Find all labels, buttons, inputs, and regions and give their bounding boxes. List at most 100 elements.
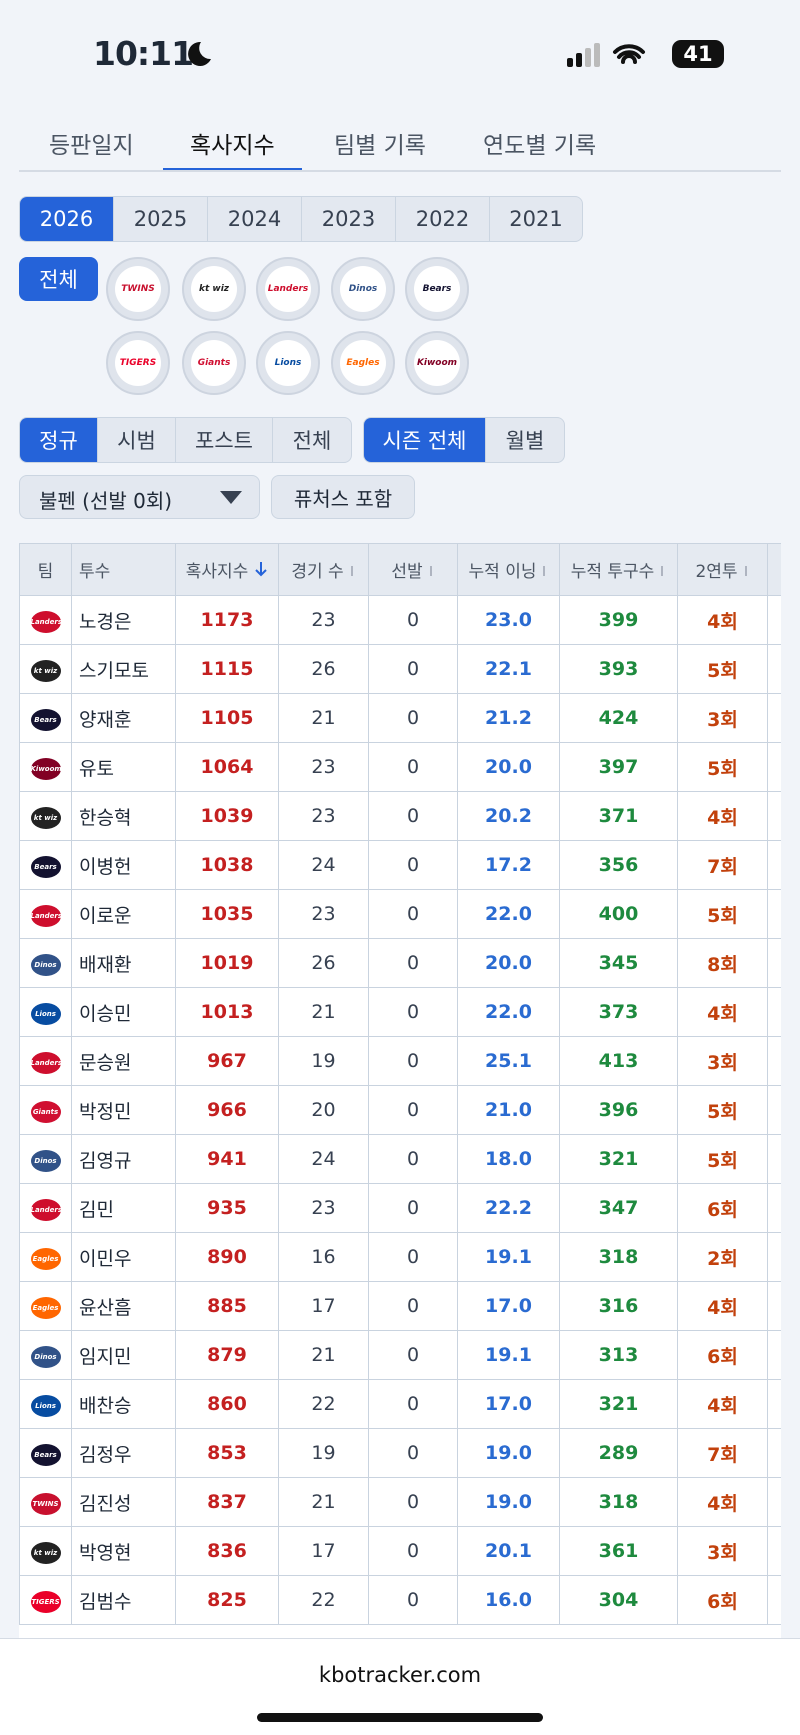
cell-truncated: [767, 1281, 781, 1331]
cell-value: 24: [311, 854, 336, 876]
cell: Landers: [19, 889, 72, 939]
cell-value: 0: [406, 1001, 420, 1023]
futures-button[interactable]: 퓨처스 포함: [271, 475, 415, 519]
team-logo[interactable]: kt wiz: [182, 257, 246, 321]
cell: 4회: [677, 791, 768, 841]
segment-option[interactable]: 시즌 전체: [364, 418, 486, 462]
segment-option[interactable]: 전체: [292, 429, 332, 453]
cell: 유토: [71, 742, 176, 792]
cell: 19.1: [457, 1232, 560, 1282]
table: 팀 투수 혹사지수 경기 수 선발 누적 이닝 누적 투구수 2연투 Landers 노경은 117…: [19, 543, 781, 1625]
segment-option[interactable]: 2026: [20, 197, 114, 241]
segment-option[interactable]: 2022: [396, 197, 490, 241]
cell-value: 김영규: [79, 1149, 132, 1172]
column-header[interactable]: 선발: [368, 543, 458, 596]
cell-value: 304: [598, 1589, 639, 1611]
cell: 17.0: [457, 1379, 560, 1429]
cell-value: 23.0: [485, 609, 532, 631]
cell-truncated: [767, 1477, 781, 1527]
team-logo-label: Bears: [414, 266, 460, 312]
cell: 860: [175, 1379, 279, 1429]
cell-value: 4회: [707, 610, 738, 633]
team-logo[interactable]: TIGERS: [106, 331, 170, 395]
team-logo[interactable]: Dinos: [331, 257, 395, 321]
cell: 6회: [677, 1575, 768, 1625]
season-type-selector: 정규 시범 포스트 전체: [19, 417, 352, 463]
cell-value: 0: [406, 1393, 420, 1415]
column-header[interactable]: 혹사지수: [175, 543, 279, 596]
cell-value: 17: [311, 1295, 336, 1317]
column-header[interactable]: 경기 수: [278, 543, 369, 596]
tab[interactable]: 혹사지수: [190, 133, 275, 159]
team-badge: Bears: [30, 856, 61, 878]
cell: 853: [175, 1428, 279, 1478]
cell: 16.0: [457, 1575, 560, 1625]
cell-value: 스기모토: [79, 659, 149, 682]
tab[interactable]: 연도별 기록: [483, 133, 597, 159]
team-logo[interactable]: TWINS: [106, 257, 170, 321]
column-header[interactable]: 2연투: [677, 543, 768, 596]
table-row: TIGERS 김범수 825 22 0 16.0 304 6회: [19, 1575, 781, 1625]
team-all-button[interactable]: 전체: [19, 257, 98, 301]
cell: 0: [368, 1281, 458, 1331]
cell-value: 16.0: [485, 1589, 532, 1611]
cell: 2회: [677, 1232, 768, 1282]
cell-value: 0: [406, 1050, 420, 1072]
dropdown[interactable]: 불펜 (선발 0회): [19, 475, 260, 519]
cell: 318: [559, 1232, 678, 1282]
tab[interactable]: 팀별 기록: [334, 133, 426, 159]
cell-value: 유토: [79, 757, 114, 780]
cell: 0: [368, 1477, 458, 1527]
cell-truncated: [767, 1526, 781, 1576]
cell-value: 424: [598, 707, 639, 729]
column-header[interactable]: 누적 투구수: [559, 543, 678, 596]
segment-option[interactable]: 2024: [208, 197, 302, 241]
cell-value: 26: [311, 658, 336, 680]
cell-value: 0: [406, 1442, 420, 1464]
column-header[interactable]: 누적 이닝: [457, 543, 560, 596]
cell: 885: [175, 1281, 279, 1331]
cell-value: 1019: [200, 952, 254, 974]
cell-value: 22: [311, 1589, 336, 1611]
team-logo[interactable]: Giants: [182, 331, 246, 395]
table-row: kt wiz 한승혁 1039 23 0 20.2 371 4회: [19, 791, 781, 841]
team-logo[interactable]: Landers: [256, 257, 320, 321]
segment-option[interactable]: 시범: [98, 418, 176, 462]
cell: 19.0: [457, 1477, 560, 1527]
cell-value: 18.0: [485, 1148, 532, 1170]
cell-value: 1064: [200, 756, 254, 778]
cell-value: 347: [598, 1197, 639, 1219]
cell-value: 393: [598, 658, 639, 680]
segment-option[interactable]: 2021: [509, 207, 563, 231]
cell-value: 5회: [707, 1100, 738, 1123]
segment-option[interactable]: 포스트: [176, 418, 273, 462]
cell-value: 313: [598, 1344, 639, 1366]
sort-icon: [350, 566, 353, 576]
cell-truncated: [767, 1232, 781, 1282]
team-logo[interactable]: Lions: [256, 331, 320, 395]
team-logo[interactable]: Eagles: [331, 331, 395, 395]
cell-value: 20.0: [485, 756, 532, 778]
cell: 양재훈: [71, 693, 176, 743]
team-badge: kt wiz: [30, 1542, 61, 1564]
cell: TIGERS: [19, 1575, 72, 1625]
segment-option[interactable]: 2023: [302, 197, 396, 241]
segment-option[interactable]: 정규: [20, 418, 98, 462]
segment-option[interactable]: 월별: [505, 429, 545, 453]
cell: 20.2: [457, 791, 560, 841]
cell-value: 4회: [707, 806, 738, 829]
cell-value: 22.0: [485, 903, 532, 925]
segment-option[interactable]: 2025: [114, 197, 208, 241]
cell: 1038: [175, 840, 279, 890]
cell-value: 400: [598, 903, 639, 925]
cell-value: 문승원: [79, 1051, 132, 1074]
tab[interactable]: 등판일지: [49, 133, 134, 159]
team-logo[interactable]: Kiwoom: [405, 331, 469, 395]
cell-value: 371: [598, 805, 639, 827]
cell: 373: [559, 987, 678, 1037]
team-logo[interactable]: Bears: [405, 257, 469, 321]
footer-url[interactable]: kbotracker.com: [318, 1663, 482, 1687]
table-row: Eagles 윤산흠 885 17 0 17.0 316 4회: [19, 1281, 781, 1331]
table-row: Landers 문승원 967 19 0 25.1 413 3회: [19, 1036, 781, 1086]
cell-value: 21: [311, 707, 336, 729]
